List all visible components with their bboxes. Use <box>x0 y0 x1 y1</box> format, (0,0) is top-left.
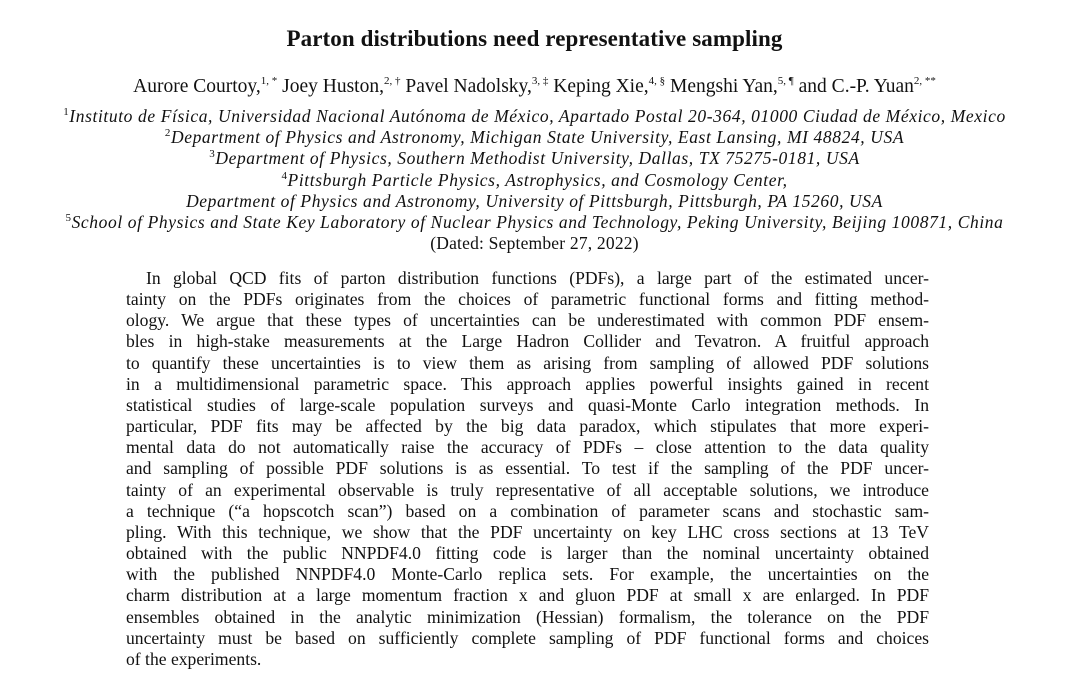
author-marker: 2, ** <box>913 75 936 87</box>
author-marker: 5, ¶ <box>777 75 794 87</box>
abstract-line: In global QCD fits of parton distributio… <box>146 268 929 288</box>
affiliation-marker: 3 <box>209 148 216 161</box>
abstract: In global QCD fits of parton distributio… <box>126 268 929 670</box>
author-marker: 4, § <box>648 75 666 87</box>
author-list: Aurore Courtoy,1, * Joey Huston,2, † Pav… <box>0 76 1069 98</box>
abstract-line: to quantify these uncertainties is to vi… <box>126 352 929 373</box>
abstract-line: ology. We argue that these types of unce… <box>126 310 929 331</box>
abstract-line: mental data do not automatically raise t… <box>126 437 929 458</box>
paper-title: Parton distributions need representative… <box>286 26 783 51</box>
affiliation-marker: 5 <box>65 212 72 225</box>
affiliation-text: Department of Physics and Astronomy, Uni… <box>186 190 883 211</box>
affiliation: Department of Physics and Astronomy, Uni… <box>0 191 1069 212</box>
author-name: Pavel Nadolsky, <box>405 76 532 97</box>
author-name: Keping Xie, <box>553 76 649 97</box>
affiliation-marker: 2 <box>164 127 171 140</box>
author-marker: 3, ‡ <box>531 75 549 87</box>
author-marker: 2, † <box>383 75 401 87</box>
affiliation-text: School of Physics and State Key Laborato… <box>71 212 1004 233</box>
abstract-line: in a multidimensional parametric space. … <box>126 373 929 394</box>
abstract-line: pling. With this technique, we show that… <box>126 521 929 542</box>
abstract-line: ensembles obtained in the analytic minim… <box>126 606 929 627</box>
author-name: Mengshi Yan, <box>669 76 778 97</box>
abstract-line: tainty on the PDFs originates from the c… <box>126 289 929 310</box>
affiliation: 2Department of Physics and Astronomy, Mi… <box>0 127 1069 148</box>
affiliation-marker: 1 <box>63 106 70 118</box>
affiliation-text: Instituto de Física, Universidad Naciona… <box>69 106 1006 126</box>
date-line: (Dated: September 27, 2022) <box>430 233 639 254</box>
author-marker: 1, * <box>260 75 278 87</box>
affiliation-marker: 4 <box>281 169 288 182</box>
abstract-line: obtained with the public NNPDF4.0 fittin… <box>126 543 929 564</box>
abstract-line: tainty of an experimental observable is … <box>126 479 929 500</box>
affiliation-list: 1Instituto de Física, Universidad Nacion… <box>0 106 1069 254</box>
affiliation: 4Pittsburgh Particle Physics, Astrophysi… <box>0 170 1069 191</box>
abstract-line: of the experiments. <box>126 648 262 669</box>
abstract-line: with the published NNPDF4.0 Monte-Carlo … <box>126 564 929 585</box>
abstract-line: uncertainty must be based on sufficientl… <box>126 627 929 648</box>
affiliation-text: Department of Physics, Southern Methodis… <box>215 148 860 169</box>
abstract-line: a technique (“a hopscotch scan”) based o… <box>126 500 929 521</box>
affiliation-text: Department of Physics and Astronomy, Mic… <box>170 127 905 148</box>
affiliation: 3Department of Physics, Southern Methodi… <box>0 148 1069 169</box>
affiliation: 1Instituto de Física, Universidad Nacion… <box>0 106 1069 127</box>
author-name: Joey Huston, <box>282 76 384 97</box>
abstract-line: and sampling of possible PDF solutions i… <box>126 458 929 479</box>
affiliation-text: Pittsburgh Particle Physics, Astrophysic… <box>287 169 788 190</box>
author-name: Aurore Courtoy, <box>133 76 261 97</box>
abstract-line: bles in high-stake measurements at the L… <box>126 331 929 352</box>
author-name: and C.-P. Yuan <box>798 76 914 97</box>
abstract-line: statistical studies of large-scale popul… <box>126 394 929 415</box>
abstract-line: charm distribution at a large momentum f… <box>126 585 929 606</box>
abstract-line: particular, PDF fits may be affected by … <box>126 416 929 437</box>
affiliation: 5School of Physics and State Key Laborat… <box>0 212 1069 233</box>
